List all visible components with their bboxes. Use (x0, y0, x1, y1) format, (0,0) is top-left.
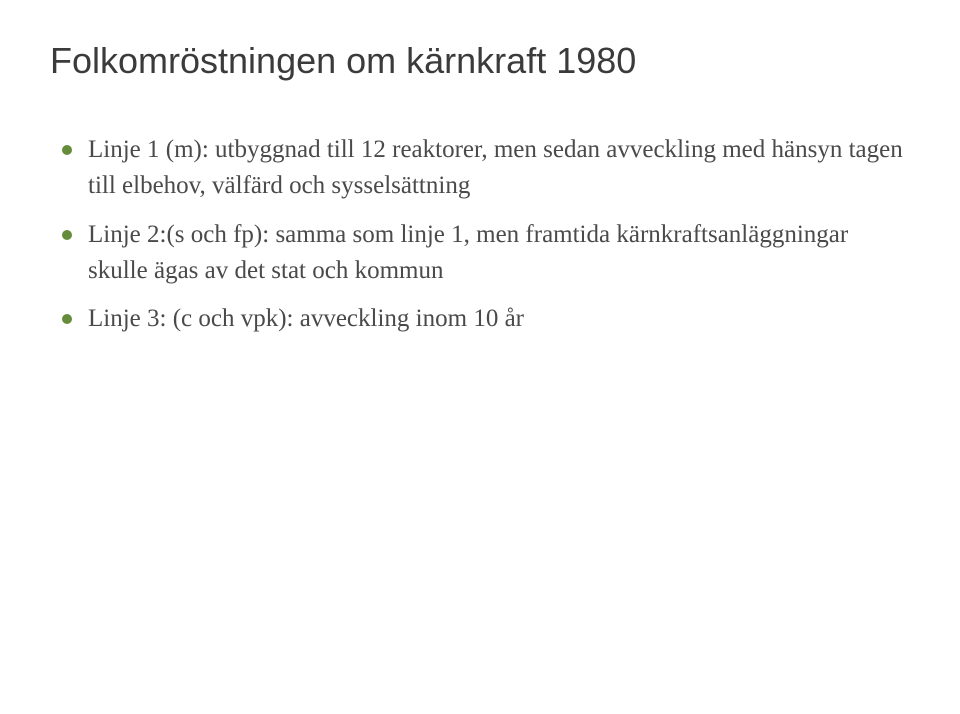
slide: Folkomröstningen om kärnkraft 1980 Linje… (0, 0, 960, 714)
list-item: Linje 2:(s och fp): samma som linje 1, m… (62, 217, 910, 290)
list-item: Linje 3: (c och vpk): avveckling inom 10… (62, 301, 910, 337)
list-item: Linje 1 (m): utbyggnad till 12 reaktorer… (62, 132, 910, 205)
bullet-list: Linje 1 (m): utbyggnad till 12 reaktorer… (62, 132, 910, 337)
slide-title: Folkomröstningen om kärnkraft 1980 (50, 40, 910, 82)
